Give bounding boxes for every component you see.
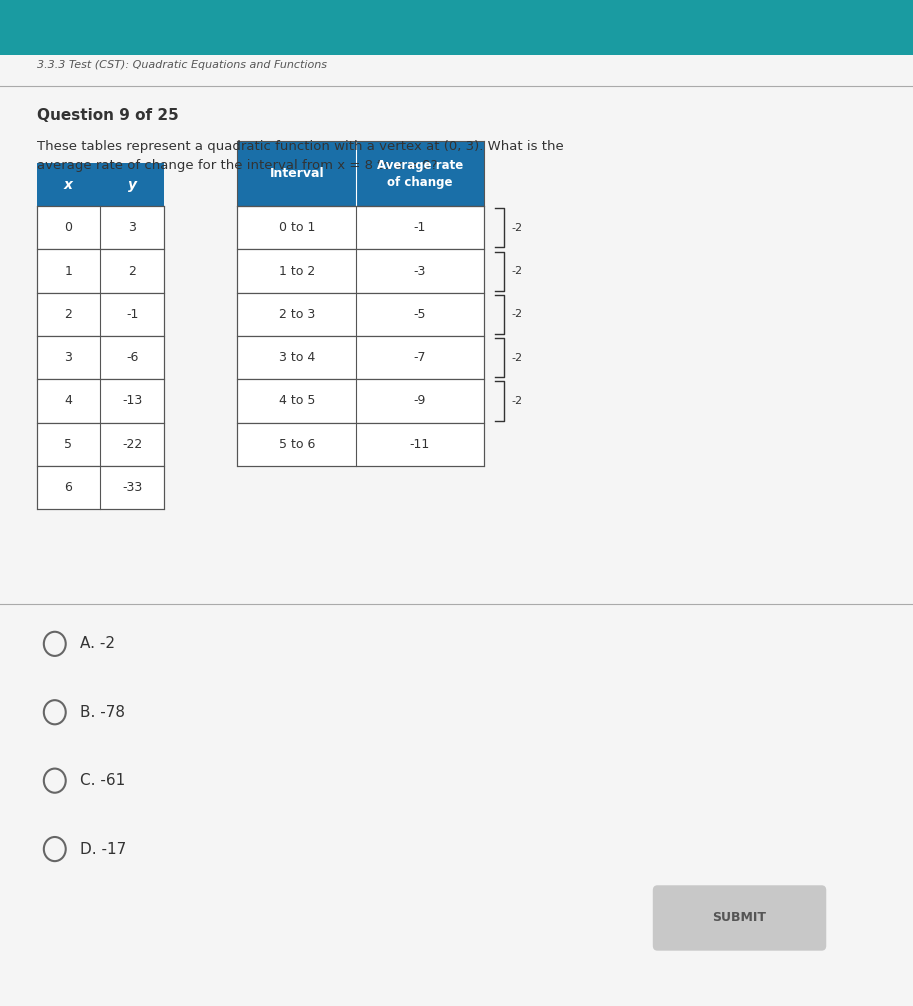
Text: x: x [64,178,73,191]
Text: 0 to 1: 0 to 1 [278,221,315,234]
Text: A. -2: A. -2 [80,637,115,651]
Text: -13: -13 [122,394,142,407]
Text: 3 to 4: 3 to 4 [278,351,315,364]
Text: -2: -2 [511,223,522,232]
FancyBboxPatch shape [37,293,164,336]
Text: Average rate
of change: Average rate of change [377,159,463,189]
FancyBboxPatch shape [0,0,913,55]
Text: C. -61: C. -61 [80,774,126,788]
FancyBboxPatch shape [237,249,484,293]
Text: -6: -6 [126,351,139,364]
Text: 2: 2 [129,265,136,278]
Text: D. -17: D. -17 [80,842,127,856]
Text: y: y [128,178,137,191]
Text: -2: -2 [511,353,522,362]
Text: -11: -11 [410,438,430,451]
FancyBboxPatch shape [237,142,484,206]
Text: 2 to 3: 2 to 3 [278,308,315,321]
Text: 5: 5 [65,438,72,451]
FancyBboxPatch shape [37,379,164,423]
Text: -2: -2 [511,310,522,319]
FancyBboxPatch shape [37,336,164,379]
Text: -1: -1 [414,221,426,234]
Text: -5: -5 [414,308,426,321]
Text: Question 9 of 25: Question 9 of 25 [37,109,178,123]
FancyBboxPatch shape [237,293,484,336]
Text: These tables represent a quadratic function with a vertex at (0, 3). What is the: These tables represent a quadratic funct… [37,140,563,172]
Text: -7: -7 [414,351,426,364]
Text: 3: 3 [129,221,136,234]
FancyBboxPatch shape [237,206,484,249]
Text: 6: 6 [65,481,72,494]
Text: 4 to 5: 4 to 5 [278,394,315,407]
FancyBboxPatch shape [237,379,484,423]
Text: 5 to 6: 5 to 6 [278,438,315,451]
FancyBboxPatch shape [0,55,913,1006]
Text: Interval: Interval [269,167,324,180]
Text: B. -78: B. -78 [80,705,125,719]
FancyBboxPatch shape [653,885,826,951]
Text: 3.3.3 Test (CST): Quadratic Equations and Functions: 3.3.3 Test (CST): Quadratic Equations an… [37,60,327,70]
Text: 1: 1 [65,265,72,278]
Text: -22: -22 [122,438,142,451]
FancyBboxPatch shape [37,249,164,293]
Text: 0: 0 [65,221,72,234]
FancyBboxPatch shape [37,163,164,206]
Text: 4: 4 [65,394,72,407]
Text: 2: 2 [65,308,72,321]
Text: SUBMIT: SUBMIT [712,911,767,925]
Text: -9: -9 [414,394,426,407]
FancyBboxPatch shape [37,206,164,249]
FancyBboxPatch shape [237,423,484,466]
Text: -33: -33 [122,481,142,494]
Text: -3: -3 [414,265,426,278]
Text: -1: -1 [126,308,139,321]
FancyBboxPatch shape [237,336,484,379]
Text: -2: -2 [511,267,522,276]
Text: 3: 3 [65,351,72,364]
FancyBboxPatch shape [37,466,164,509]
FancyBboxPatch shape [37,423,164,466]
Text: -2: -2 [511,396,522,405]
Text: 1 to 2: 1 to 2 [278,265,315,278]
